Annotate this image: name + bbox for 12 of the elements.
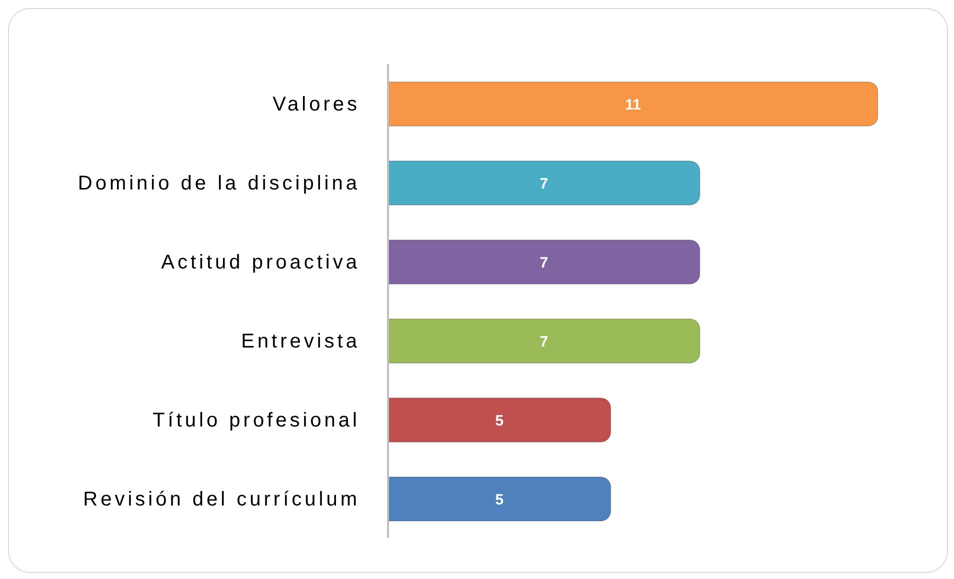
y-tick-label: Dominio de la disciplina — [78, 172, 360, 195]
y-tick-label: Revisión del currículum — [83, 488, 360, 511]
data-label: 5 — [495, 491, 504, 508]
data-label: 7 — [540, 333, 548, 350]
data-label: 11 — [625, 96, 641, 114]
data-label: 7 — [540, 175, 548, 192]
y-tick-label: Valores — [272, 94, 360, 116]
y-tick-label: Entrevista — [241, 330, 360, 353]
y-tick-label: Título profesional — [152, 410, 360, 432]
data-label: 7 — [540, 254, 548, 272]
y-tick-label: Actitud proactiva — [161, 252, 360, 274]
data-label: 5 — [495, 412, 504, 430]
